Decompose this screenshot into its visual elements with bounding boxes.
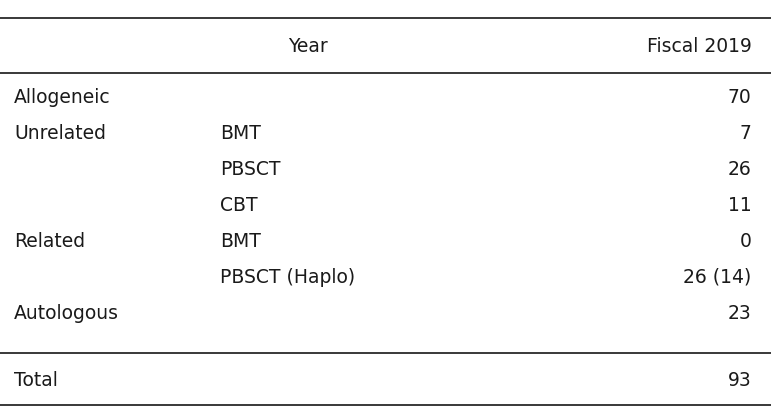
Text: Fiscal 2019: Fiscal 2019 <box>647 38 752 56</box>
Text: 26 (14): 26 (14) <box>683 268 752 287</box>
Text: Related: Related <box>14 232 85 251</box>
Text: BMT: BMT <box>220 124 261 143</box>
Text: 11: 11 <box>728 196 752 215</box>
Text: Year: Year <box>288 38 328 56</box>
Text: Allogeneic: Allogeneic <box>14 89 110 107</box>
Text: BMT: BMT <box>220 232 261 251</box>
Text: Unrelated: Unrelated <box>14 124 106 143</box>
Text: 93: 93 <box>728 371 752 390</box>
Text: 7: 7 <box>740 124 752 143</box>
Text: Total: Total <box>14 371 58 390</box>
Text: 0: 0 <box>740 232 752 251</box>
Text: CBT: CBT <box>220 196 258 215</box>
Text: Autologous: Autologous <box>14 304 119 323</box>
Text: 23: 23 <box>728 304 752 323</box>
Text: PBSCT: PBSCT <box>220 160 280 179</box>
Text: PBSCT (Haplo): PBSCT (Haplo) <box>220 268 355 287</box>
Text: 26: 26 <box>728 160 752 179</box>
Text: 70: 70 <box>728 89 752 107</box>
